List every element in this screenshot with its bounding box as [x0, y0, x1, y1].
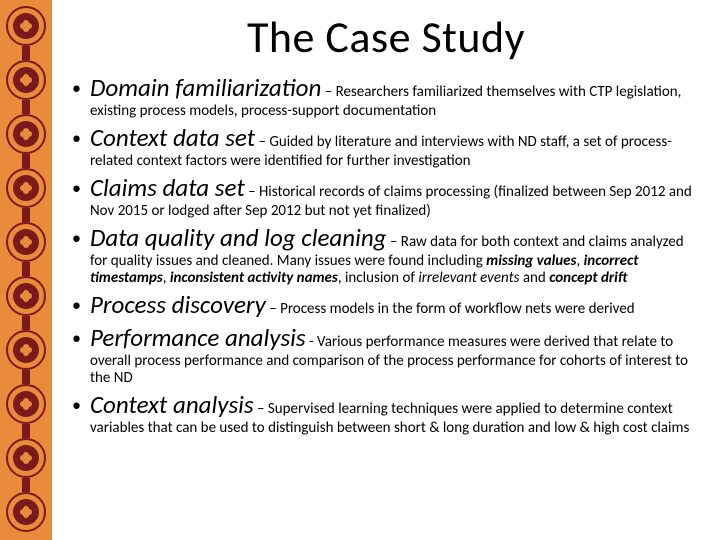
medallion-icon: [6, 330, 46, 370]
medallion-icon: [6, 222, 46, 262]
bullet-term: Performance analysis: [90, 322, 306, 353]
connector-icon: [22, 100, 30, 114]
medallion-icon: [6, 60, 46, 100]
bullet-body: – Process models in the form of workflow…: [266, 300, 635, 318]
bullet-term: Process discovery: [90, 289, 266, 320]
list-item: Performance analysis - Various performan…: [68, 324, 700, 387]
page-title: The Case Study: [62, 10, 710, 64]
bullet-term: Context analysis: [90, 389, 254, 420]
connector-icon: [22, 262, 30, 276]
list-item: Context analysis – Supervised learning t…: [68, 391, 700, 437]
connector-icon: [22, 370, 30, 384]
medallion-icon: [6, 6, 46, 46]
bullet-term: Domain familiarization: [90, 72, 321, 103]
medallion-icon: [6, 276, 46, 316]
connector-icon: [22, 478, 30, 492]
connector-icon: [22, 154, 30, 168]
list-item: Data quality and log cleaning – Raw data…: [68, 224, 700, 287]
list-item: Domain familiarization – Researchers fam…: [68, 74, 700, 120]
connector-icon: [22, 316, 30, 330]
bullet-term: Data quality and log cleaning: [90, 222, 387, 253]
list-item: Process discovery – Process models in th…: [68, 291, 700, 320]
content-area: The Case Study Domain familiarization – …: [62, 0, 710, 540]
medallion-icon: [6, 438, 46, 478]
medallion-icon: [6, 384, 46, 424]
bullet-list: Domain familiarization – Researchers fam…: [62, 74, 710, 437]
slide: The Case Study Domain familiarization – …: [0, 0, 720, 540]
bullet-term: Claims data set: [90, 172, 245, 203]
decorative-border: [0, 0, 52, 540]
medallion-icon: [6, 168, 46, 208]
medallion-icon: [6, 492, 46, 532]
bullet-term: Context data set: [90, 122, 255, 153]
connector-icon: [22, 46, 30, 60]
connector-icon: [22, 424, 30, 438]
list-item: Context data set – Guided by literature …: [68, 124, 700, 170]
list-item: Claims data set – Historical records of …: [68, 174, 700, 220]
connector-icon: [22, 208, 30, 222]
medallion-icon: [6, 114, 46, 154]
